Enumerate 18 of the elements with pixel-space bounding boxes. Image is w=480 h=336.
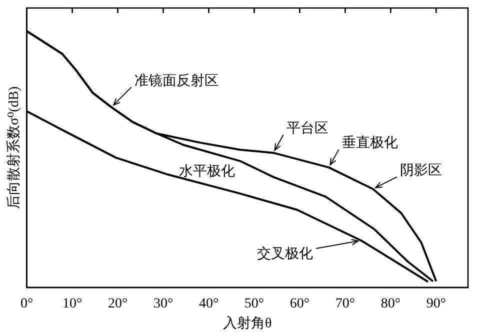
x-tick-label: 80° bbox=[380, 296, 400, 312]
x-tick-label: 40° bbox=[198, 296, 219, 312]
series-label: 交叉极化 bbox=[257, 246, 314, 262]
x-tick-label: 70° bbox=[335, 296, 355, 312]
x-tick-label: 0° bbox=[20, 296, 34, 312]
x-tick-label: 90° bbox=[426, 296, 446, 312]
series-label: 垂直极化 bbox=[342, 135, 398, 152]
x-tick-label: 50° bbox=[244, 296, 264, 312]
x-axis-title: 入射角θ bbox=[223, 315, 272, 332]
annotation: 阴影区 bbox=[400, 162, 442, 179]
y-axis-title: 后向散射系数σ⁰(dB) bbox=[6, 86, 22, 210]
annotation: 平台区 bbox=[286, 120, 328, 136]
x-tick-label: 30° bbox=[153, 296, 174, 312]
x-tick-label: 10° bbox=[62, 296, 82, 312]
annotation: 准镜面反射区 bbox=[134, 72, 218, 89]
x-tick-label: 60° bbox=[290, 296, 310, 312]
series-label: 水平极化 bbox=[179, 164, 236, 180]
x-tick-label: 20° bbox=[108, 296, 128, 312]
